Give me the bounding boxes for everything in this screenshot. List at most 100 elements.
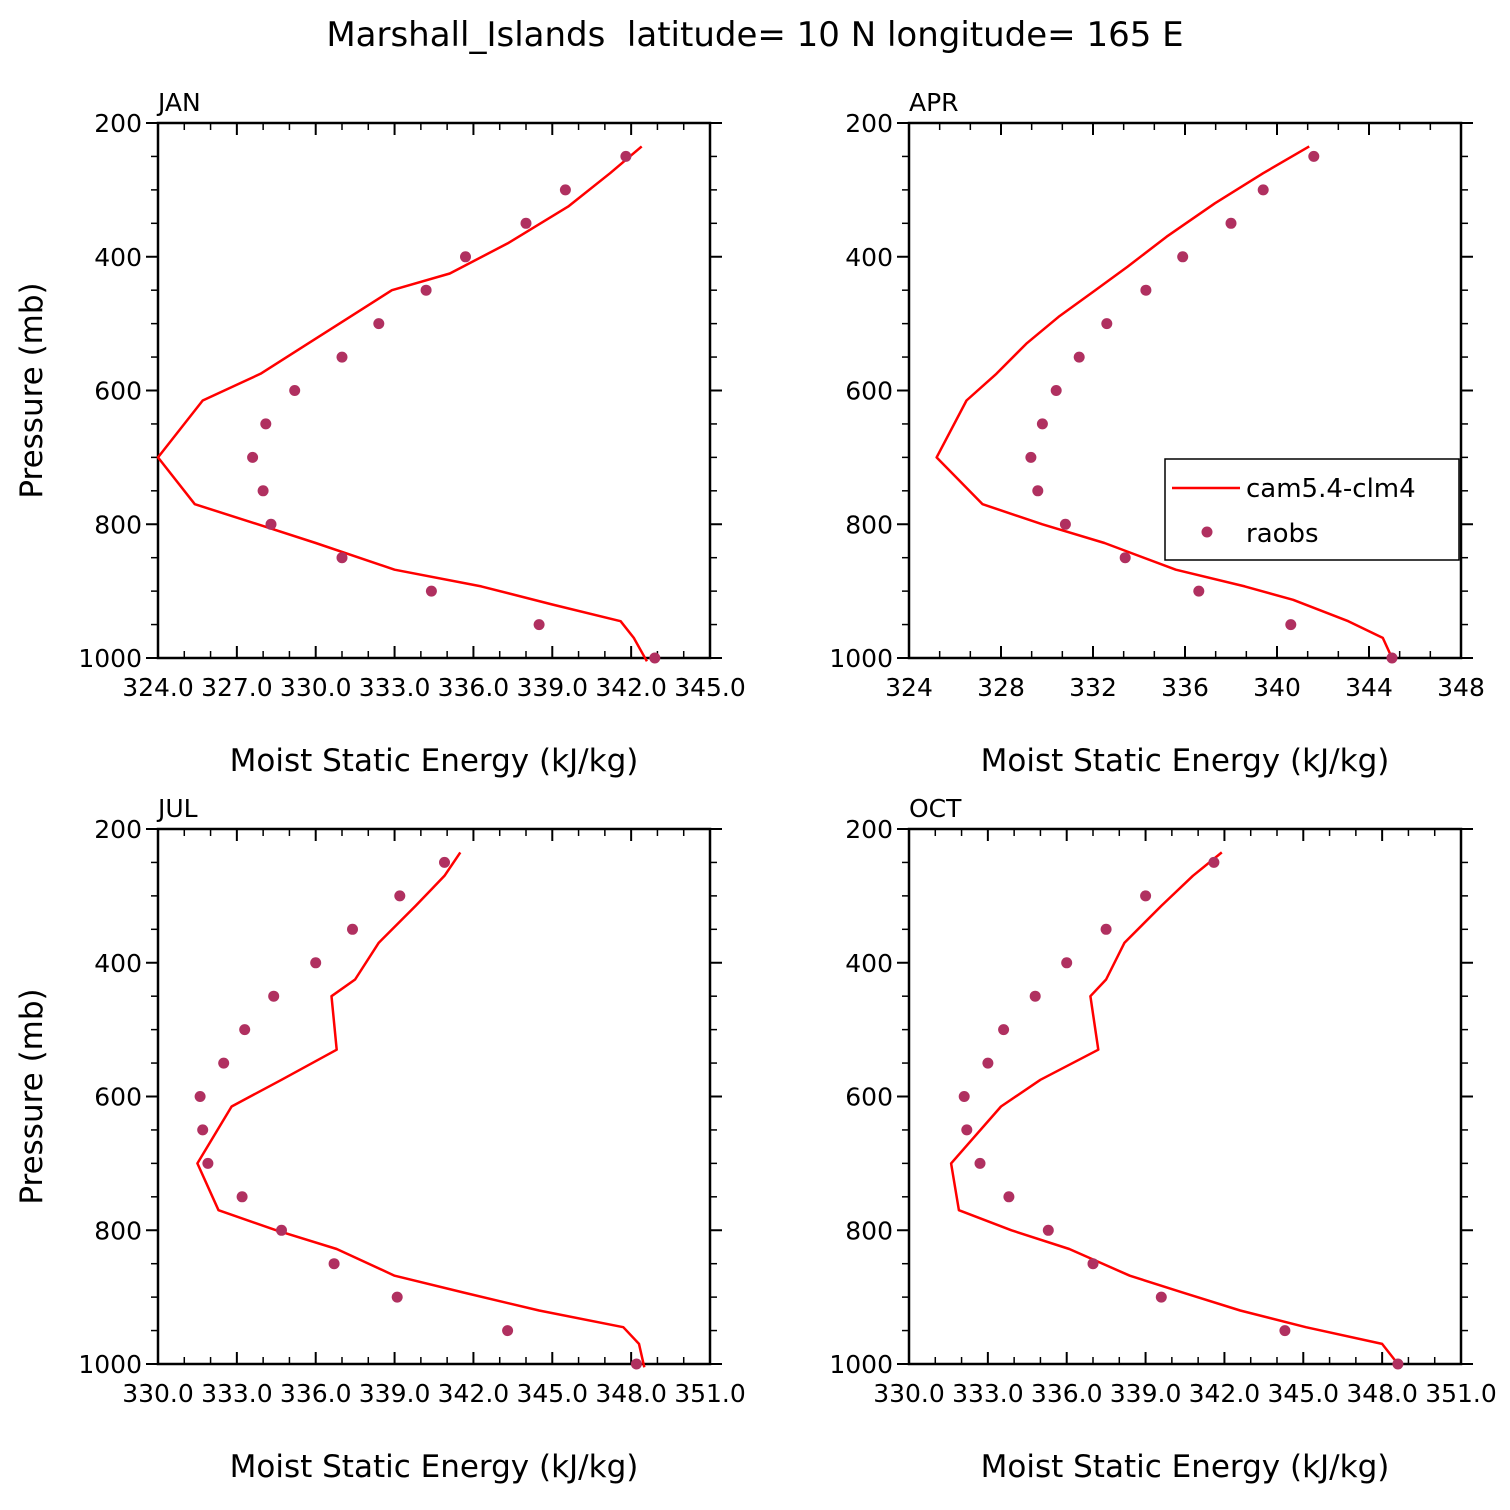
y-tick-label-jul: 400 [94, 949, 142, 978]
x-tick-label-jul: 351.0 [674, 1379, 746, 1408]
legend-label-model: cam5.4-clm4 [1246, 474, 1416, 504]
y-tick-label-oct: 400 [845, 949, 893, 978]
panel-oct: OCT 330.0 333.0 336.0 339.0 342.0 345.0 348.0 35… [829, 794, 1496, 1485]
y-tick-label-apr: 200 [845, 109, 893, 138]
x-tick-label-jan: 342.0 [595, 673, 667, 702]
x-tick-label-oct: 345.0 [1267, 1379, 1339, 1408]
x-tick-label-jan: 330.0 [280, 673, 352, 702]
obs-point-jan [520, 217, 532, 229]
obs-point-jan [373, 318, 385, 330]
obs-point-jul [194, 1091, 206, 1102]
x-tick-label-oct: 351.0 [1425, 1379, 1497, 1408]
obs-point-jan [649, 652, 661, 664]
obs-point-apr [1308, 150, 1320, 162]
x-axis-label-oct: Moist Static Energy (kJ/kg) [981, 1449, 1390, 1485]
x-axis-label-jul: Moist Static Energy (kJ/kg) [230, 1449, 639, 1485]
obs-point-jan [559, 184, 571, 196]
obs-point-apr [1285, 619, 1297, 631]
obs-point-oct [1392, 1358, 1404, 1370]
obs-point-apr [1050, 385, 1062, 396]
obs-point-jan [425, 585, 437, 597]
y-tick-label-oct: 800 [845, 1216, 893, 1245]
y-tick-label-jul: 600 [94, 1083, 142, 1112]
panel-jan: JAN 324.0 327.0 330.0 333.0 336.0 339.0 342.0 34… [14, 88, 746, 779]
obs-point-oct [982, 1057, 994, 1069]
y-axis-label-jul: Pressure (mb) [14, 988, 50, 1204]
y-tick-label-oct: 600 [845, 1083, 893, 1112]
x-tick-label-jul: 342.0 [438, 1379, 510, 1408]
y-tick-label-apr: 400 [845, 243, 893, 272]
model-line-jul [196, 851, 646, 1368]
obs-point-jul [268, 990, 280, 1002]
obs-point-jul [630, 1358, 642, 1370]
obs-point-oct [1061, 957, 1073, 969]
obs-point-jan [247, 451, 259, 463]
panel-title-oct: OCT [909, 794, 962, 823]
obs-point-jan [257, 485, 269, 497]
y-tick-label-apr: 600 [845, 377, 893, 406]
y-tick-label-jan: 800 [94, 510, 142, 539]
x-tick-label-apr: 344 [1345, 673, 1393, 702]
obs-point-apr [1225, 217, 1237, 229]
x-tick-label-jan: 345.0 [674, 673, 746, 702]
obs-point-apr [1101, 318, 1113, 330]
obs-point-oct [1100, 923, 1112, 935]
legend-marker-swatch [1201, 526, 1213, 538]
obs-point-apr [1386, 652, 1398, 664]
x-tick-label-oct: 336.0 [1031, 1379, 1103, 1408]
obs-point-jul [239, 1024, 251, 1036]
x-tick-label-apr: 332 [1069, 673, 1117, 702]
obs-point-jul [439, 856, 450, 868]
y-tick-label-apr: 1000 [829, 644, 893, 673]
legend-label-obs: raobs [1246, 519, 1319, 549]
x-tick-label-jul: 345.0 [516, 1379, 588, 1408]
obs-point-apr [1025, 451, 1037, 463]
obs-point-oct [1003, 1191, 1015, 1203]
obs-point-jan [336, 351, 348, 363]
obs-point-jul [276, 1224, 287, 1236]
y-tick-label-apr: 800 [845, 510, 893, 539]
x-tick-label-apr: 328 [977, 673, 1025, 702]
panel-title-jul: JUL [156, 794, 198, 823]
obs-point-apr [1073, 351, 1085, 363]
obs-point-jan [620, 150, 632, 162]
plot-frame-jul [156, 827, 712, 1366]
x-tick-label-oct: 339.0 [1110, 1379, 1182, 1408]
obs-point-jan [420, 284, 432, 296]
x-axis-label-apr: Moist Static Energy (kJ/kg) [981, 743, 1390, 779]
obs-point-jan [265, 518, 277, 530]
obs-point-jul [394, 890, 406, 902]
obs-point-oct [961, 1124, 973, 1136]
model-line-apr [935, 145, 1394, 659]
model-line-oct [949, 851, 1402, 1369]
obs-point-jul [218, 1057, 230, 1069]
x-tick-label-oct: 342.0 [1189, 1379, 1261, 1408]
y-tick-label-oct: 1000 [829, 1350, 893, 1379]
obs-point-oct [1042, 1224, 1054, 1236]
obs-point-oct [998, 1024, 1010, 1036]
obs-point-apr [1140, 284, 1152, 296]
x-tick-label-apr: 348 [1437, 673, 1485, 702]
obs-point-jul [391, 1291, 403, 1303]
obs-point-apr [1257, 184, 1269, 196]
x-tick-label-oct: 330.0 [873, 1379, 945, 1408]
x-tick-label-jan: 333.0 [359, 673, 431, 702]
obs-point-oct [1140, 890, 1152, 902]
y-tick-label-jul: 1000 [78, 1350, 142, 1379]
x-tick-label-jul: 348.0 [595, 1379, 667, 1408]
legend-box [1164, 458, 1460, 561]
obs-point-apr [1059, 518, 1071, 530]
obs-point-apr [1036, 418, 1048, 430]
x-tick-label-jul: 336.0 [280, 1379, 352, 1408]
obs-point-jul [310, 957, 322, 969]
x-tick-label-apr: 340 [1253, 673, 1301, 702]
y-tick-label-oct: 200 [845, 815, 893, 844]
obs-point-oct [1029, 990, 1041, 1002]
x-tick-label-jan: 327.0 [201, 673, 273, 702]
panel-apr: APR 324 328 332 336 340 344 348 200 400 600 800 1000… [829, 88, 1484, 779]
x-tick-label-jan: 324.0 [122, 673, 194, 702]
obs-point-jul [328, 1258, 340, 1270]
x-tick-label-oct: 348.0 [1346, 1379, 1418, 1408]
